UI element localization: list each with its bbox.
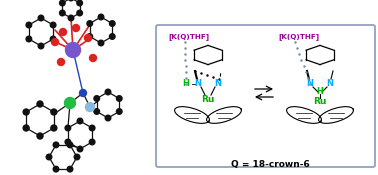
Circle shape (90, 54, 96, 61)
Circle shape (46, 154, 52, 160)
Circle shape (38, 15, 44, 21)
Circle shape (116, 109, 122, 114)
Circle shape (51, 109, 57, 115)
Text: N: N (327, 79, 333, 89)
Circle shape (50, 22, 56, 28)
Circle shape (65, 125, 71, 131)
Circle shape (37, 101, 43, 107)
Circle shape (98, 14, 104, 20)
Circle shape (37, 133, 43, 139)
Polygon shape (175, 107, 209, 123)
Text: [K(Q)THF]: [K(Q)THF] (278, 34, 319, 40)
Polygon shape (319, 107, 353, 123)
Circle shape (59, 29, 67, 36)
Circle shape (67, 142, 73, 148)
Circle shape (67, 166, 73, 172)
Circle shape (50, 36, 56, 42)
Circle shape (89, 139, 95, 145)
Polygon shape (287, 107, 321, 123)
Circle shape (51, 38, 59, 46)
Circle shape (73, 25, 79, 32)
Circle shape (85, 103, 94, 111)
Circle shape (26, 36, 32, 42)
Circle shape (74, 154, 80, 160)
Circle shape (105, 115, 111, 121)
Circle shape (77, 118, 83, 124)
Circle shape (68, 0, 74, 1)
Circle shape (94, 109, 99, 114)
Text: N: N (214, 79, 222, 89)
Circle shape (23, 109, 29, 115)
Circle shape (87, 34, 93, 39)
Circle shape (53, 166, 59, 172)
Circle shape (105, 89, 111, 95)
Text: Ru: Ru (201, 94, 215, 103)
FancyBboxPatch shape (156, 25, 375, 167)
Polygon shape (207, 107, 242, 123)
Text: H: H (183, 79, 189, 89)
Text: Q = 18-crown-6: Q = 18-crown-6 (231, 160, 309, 169)
Circle shape (110, 21, 115, 26)
Circle shape (65, 43, 81, 58)
Circle shape (60, 10, 65, 16)
Text: [K(Q)THF]: [K(Q)THF] (168, 34, 209, 40)
Circle shape (94, 96, 99, 101)
Circle shape (53, 142, 59, 148)
Circle shape (68, 15, 74, 21)
Circle shape (79, 89, 87, 96)
Circle shape (98, 40, 104, 46)
Text: N: N (307, 79, 313, 89)
Circle shape (26, 22, 32, 28)
Circle shape (116, 96, 122, 101)
Circle shape (77, 10, 82, 16)
Circle shape (51, 125, 57, 131)
Circle shape (85, 34, 91, 41)
Text: Ru: Ru (313, 97, 327, 107)
Circle shape (57, 58, 65, 65)
Circle shape (23, 125, 29, 131)
Circle shape (89, 125, 95, 131)
Circle shape (65, 139, 71, 145)
Text: N: N (195, 79, 201, 89)
Circle shape (77, 0, 82, 6)
Circle shape (87, 21, 93, 26)
Circle shape (38, 43, 44, 49)
Circle shape (65, 97, 76, 108)
Circle shape (110, 34, 115, 39)
Circle shape (77, 146, 83, 152)
Circle shape (60, 0, 65, 6)
Text: H: H (316, 86, 324, 96)
